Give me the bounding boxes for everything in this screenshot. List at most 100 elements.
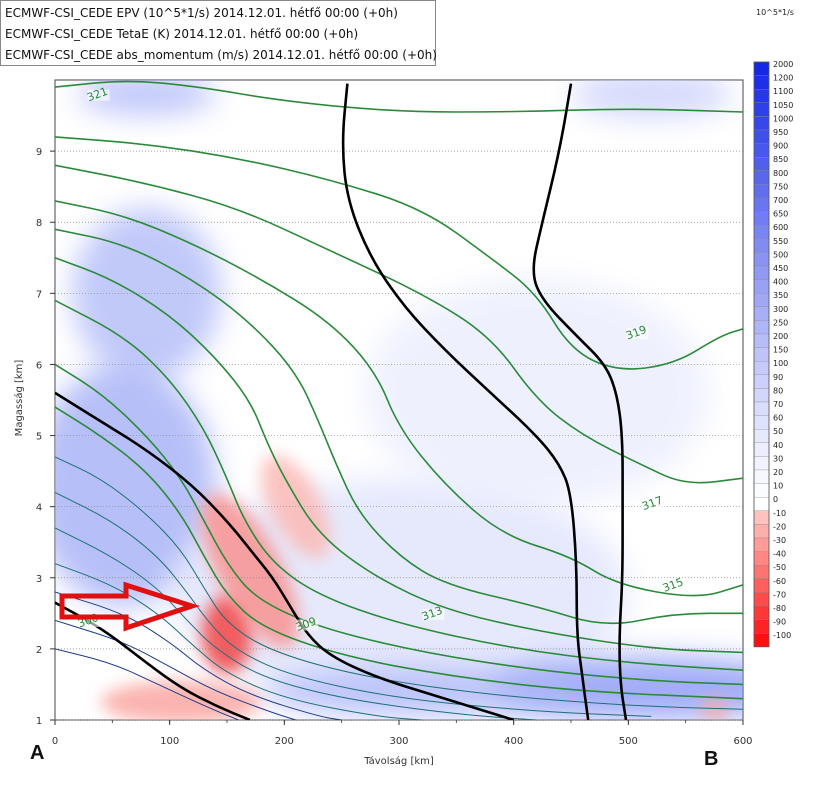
colorbar-label: 200 (773, 332, 788, 341)
theta-e-contour (55, 136, 743, 370)
colorbar-cell (753, 252, 770, 267)
y-tick-label: 5 (36, 432, 42, 443)
colorbar-unit: 10^5*1/s (756, 8, 794, 17)
colorbar-label: 350 (773, 291, 788, 300)
colorbar-label: 40 (773, 441, 783, 450)
colorbar-label: -60 (773, 577, 786, 586)
epv-region (201, 595, 253, 674)
colorbar-label: 1000 (773, 114, 793, 123)
colorbar-label: -20 (773, 522, 786, 531)
colorbar-label: 100 (773, 359, 788, 368)
colorbar-cell (753, 565, 770, 579)
colorbar-cell (753, 619, 770, 634)
colorbar-label: 700 (773, 196, 788, 205)
colorbar-cell (753, 551, 770, 566)
theta-e-contour (55, 563, 422, 720)
epv-region (700, 698, 729, 720)
colorbar-cell (753, 415, 770, 430)
colorbar-cell (753, 75, 770, 90)
section-end-label: B (704, 748, 719, 770)
contour-label-bg (663, 580, 686, 592)
theta-e-contour (55, 619, 296, 720)
momentum-contours (55, 83, 628, 720)
axes: 0 100 200 300 400 500 600 1 2 3 4 5 6 7 8 9 (36, 147, 753, 747)
colorbar-label: -70 (773, 590, 786, 599)
colorbar-cell (753, 429, 770, 443)
colorbar-cell (753, 333, 770, 348)
colorbar-cell (753, 157, 770, 171)
contour-label-bg (87, 89, 110, 101)
colorbar-label: 500 (773, 250, 788, 259)
colorbar-cell (753, 442, 770, 457)
epv-region (72, 208, 222, 379)
colorbar-cell (753, 116, 770, 131)
theta-e-contours (55, 80, 743, 720)
contour-label-bg (296, 619, 319, 631)
legend-line-momentum: ECMWF-CSI_CEDE abs_momentum (m/s) 2014.1… (5, 48, 437, 62)
colorbar-cell (753, 279, 770, 294)
colorbar-cell (753, 320, 770, 335)
colorbar-cell (753, 578, 770, 593)
epv-region (55, 364, 216, 607)
x-tick-label: 500 (619, 736, 638, 747)
y-tick-label: 9 (36, 147, 42, 158)
colorbar-label: 600 (773, 223, 788, 232)
colorbar-cell (753, 197, 770, 212)
colorbar-cell (753, 211, 770, 226)
colorbar-label: -10 (773, 509, 786, 518)
colorbar-label: -80 (773, 604, 786, 613)
colorbar-cell (753, 61, 770, 76)
momentum-contour (55, 601, 251, 720)
theta-e-contour (55, 164, 743, 484)
colorbar-label: 70 (773, 400, 783, 409)
colorbar-label: 1100 (773, 87, 793, 96)
colorbar-cell (753, 388, 770, 403)
colorbar-label: 1200 (773, 74, 793, 83)
colorbar-cell (753, 537, 770, 552)
y-tick-label: 3 (36, 574, 42, 585)
colorbar-cell (753, 170, 770, 185)
colorbar-label: 400 (773, 278, 788, 287)
colorbar-label: 650 (773, 210, 788, 219)
colorbar-label: 1050 (773, 101, 793, 110)
y-tick-label: 8 (36, 218, 42, 229)
theta-e-contour (55, 299, 743, 671)
colorbar-cell (753, 102, 770, 117)
contour-label-bg (642, 498, 665, 510)
colorbar-cell (753, 129, 770, 144)
colorbar-cell (753, 401, 770, 416)
colorbar-cell (753, 361, 770, 375)
y-tick-label: 6 (36, 360, 42, 371)
x-tick-label: 400 (504, 736, 523, 747)
legend-box: ECMWF-CSI_CEDE EPV (10^5*1/s) 2014.12.01… (0, 0, 437, 66)
colorbar-cell (753, 184, 770, 199)
colorbar-label: 950 (773, 128, 788, 137)
colorbar-cell (753, 510, 770, 525)
theta-e-contour (55, 363, 743, 686)
colorbar-label: -40 (773, 550, 786, 559)
colorbar-label: -90 (773, 618, 786, 627)
y-tick-label: 7 (36, 289, 42, 300)
contour-label-bg (422, 608, 445, 620)
x-axis-title: Távolság [km] (363, 755, 434, 767)
colorbar-cell (753, 469, 770, 484)
momentum-contour (341, 83, 590, 720)
theta-e-contour (55, 456, 743, 710)
highlight-arrow (59, 581, 201, 632)
x-tick-label: 100 (160, 736, 179, 747)
colorbar-label: 0 (773, 495, 778, 504)
colorbar-cell (753, 238, 770, 253)
x-tick-label: 200 (275, 736, 294, 747)
momentum-contour (55, 391, 515, 720)
x-tick-label: 600 (733, 736, 752, 747)
colorbar-label: 60 (773, 414, 783, 423)
colorbar-cell (753, 456, 770, 471)
colorbar-cell (753, 592, 770, 607)
colorbar-cell (753, 524, 770, 539)
colorbar-label: 80 (773, 386, 783, 395)
colorbar-label: 30 (773, 454, 783, 463)
colorbar-cell (753, 497, 770, 511)
y-tick-label: 1 (36, 716, 42, 727)
momentum-contour (532, 83, 628, 720)
theta-e-contour (55, 200, 743, 597)
